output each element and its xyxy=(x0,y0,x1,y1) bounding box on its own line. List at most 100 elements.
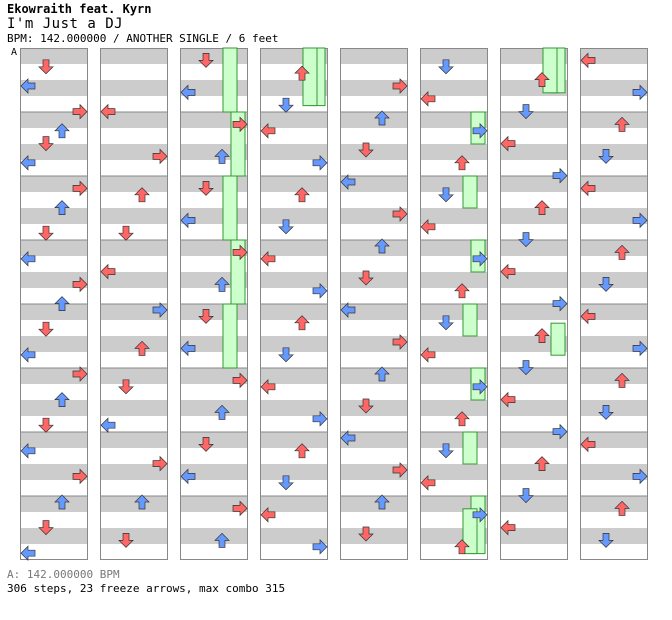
beat-stripe xyxy=(500,208,568,224)
step-arrow xyxy=(20,545,36,562)
step-arrow xyxy=(438,59,454,75)
beat-stripe xyxy=(580,528,648,544)
step-arrow xyxy=(552,295,568,312)
step-arrow xyxy=(260,250,276,267)
step-arrow xyxy=(278,97,294,113)
beat-stripe xyxy=(500,304,568,320)
step-arrow xyxy=(632,340,648,357)
beat-stripe xyxy=(20,144,88,160)
step-arrow xyxy=(232,116,248,133)
beat-stripe xyxy=(340,240,408,256)
beat-stripe xyxy=(580,368,648,384)
song-title: I'm Just a DJ xyxy=(7,16,124,32)
step-arrow xyxy=(20,346,36,363)
freeze-arrow xyxy=(462,508,478,555)
step-arrow xyxy=(358,270,374,286)
step-arrow xyxy=(20,78,36,94)
step-arrow xyxy=(420,218,436,235)
beat-stripe xyxy=(500,112,568,128)
beat-stripe xyxy=(580,80,648,96)
step-arrow xyxy=(500,519,516,536)
step-arrow xyxy=(100,263,116,280)
step-arrow xyxy=(358,398,374,414)
beat-stripe xyxy=(580,208,648,224)
beat-stripe xyxy=(420,272,488,288)
step-arrow xyxy=(232,244,248,261)
step-arrow xyxy=(312,282,328,299)
step-arrow xyxy=(374,110,390,126)
beat-stripe xyxy=(420,144,488,160)
step-arrow xyxy=(420,90,436,107)
step-arrow xyxy=(278,347,294,363)
step-arrow xyxy=(54,392,70,407)
beat-stripe xyxy=(20,528,88,544)
beat-stripe xyxy=(100,80,168,96)
step-arrow xyxy=(198,309,214,324)
step-arrow xyxy=(472,122,488,139)
step-arrow xyxy=(534,72,550,87)
column-border xyxy=(100,48,168,560)
step-arrow xyxy=(20,154,36,171)
step-arrow xyxy=(580,52,596,69)
beat-stripe xyxy=(180,304,248,320)
freeze-arrow xyxy=(222,175,238,241)
beat-stripe xyxy=(340,208,408,224)
step-arrow xyxy=(438,443,454,459)
beat-stripe xyxy=(420,176,488,192)
beat-stripe xyxy=(340,144,408,160)
beat-stripe xyxy=(180,48,248,64)
step-arrow xyxy=(358,142,374,158)
beat-stripe xyxy=(580,304,648,320)
step-arrow xyxy=(392,206,408,222)
beat-stripe xyxy=(260,528,328,544)
step-arrow xyxy=(260,506,276,523)
beat-stripe xyxy=(100,400,168,416)
step-arrow xyxy=(38,136,54,152)
beat-stripe xyxy=(420,304,488,320)
step-arrow xyxy=(534,456,550,471)
beat-stripe xyxy=(580,48,648,64)
step-arrow xyxy=(534,200,550,215)
beat-stripe xyxy=(340,112,408,128)
beat-stripe xyxy=(180,496,248,512)
step-arrow xyxy=(294,443,310,459)
step-arrow xyxy=(54,296,70,311)
freeze-arrow xyxy=(542,47,558,94)
beat-stripe xyxy=(100,48,168,64)
step-arrow xyxy=(214,148,230,164)
column-border xyxy=(500,48,568,560)
beat-stripe xyxy=(20,240,88,256)
step-arrow xyxy=(118,533,134,548)
step-arrow xyxy=(232,372,248,389)
step-arrow xyxy=(278,219,294,235)
step-arrow xyxy=(580,308,596,325)
step-arrow xyxy=(100,417,116,434)
beat-stripe xyxy=(180,368,248,384)
beat-stripe xyxy=(100,496,168,512)
beat-stripe xyxy=(100,432,168,448)
step-arrow xyxy=(198,53,214,68)
beat-stripe xyxy=(500,496,568,512)
beat-stripe xyxy=(180,176,248,192)
column-border xyxy=(420,48,488,560)
step-arrow xyxy=(198,437,214,452)
beat-stripe xyxy=(340,80,408,96)
step-arrow xyxy=(392,334,408,350)
step-arrow xyxy=(580,436,596,453)
step-arrow xyxy=(500,391,516,408)
beat-stripe xyxy=(180,400,248,416)
step-arrow xyxy=(134,340,150,356)
beat-stripe xyxy=(500,432,568,448)
column-border xyxy=(260,48,328,560)
beat-stripe xyxy=(100,240,168,256)
step-arrow xyxy=(454,155,470,171)
column-border xyxy=(180,48,248,560)
step-arrow xyxy=(552,423,568,440)
beat-stripe xyxy=(580,336,648,352)
freeze-arrow xyxy=(222,303,238,369)
beat-stripe xyxy=(100,368,168,384)
step-arrow xyxy=(358,526,374,542)
beat-stripe xyxy=(500,528,568,544)
beat-stripe xyxy=(20,336,88,352)
step-arrow xyxy=(294,315,310,331)
